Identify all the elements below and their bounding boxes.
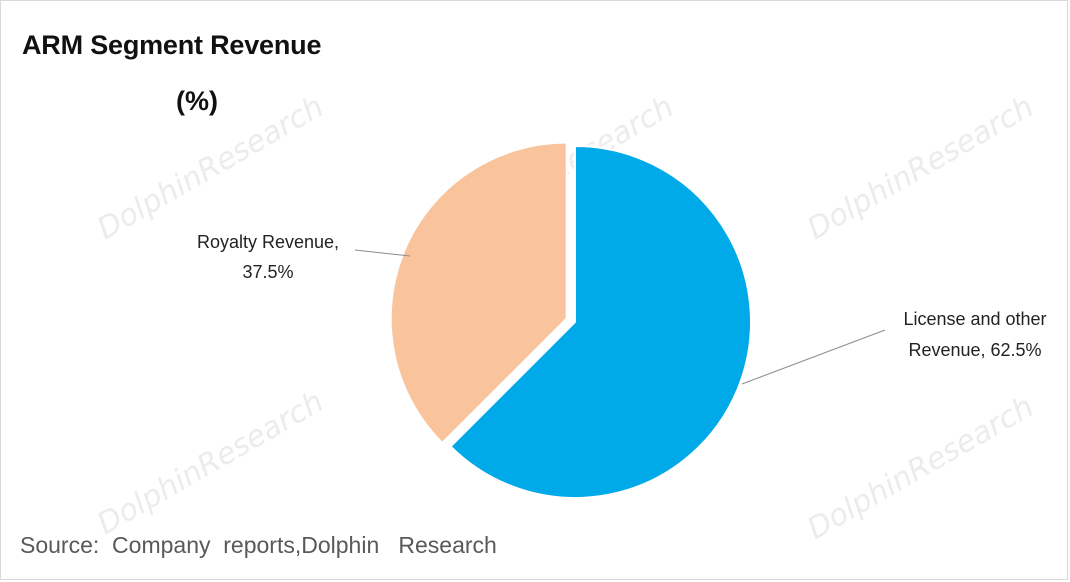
leader-line-royalty (354, 249, 411, 257)
pie-slice-royalty (389, 141, 568, 445)
watermark-text: DolphinResearch (802, 89, 1040, 247)
chart-title: ARM Segment Revenue (22, 30, 322, 60)
watermark-text: DolphinResearch (92, 384, 330, 542)
slice-label-royalty-line1: Royalty Revenue, (197, 232, 339, 252)
slice-label-royalty-line2: 37.5% (242, 262, 293, 282)
pie-slice-license (449, 144, 752, 499)
slice-label-license-line2: Revenue, 62.5% (908, 340, 1041, 360)
watermark-text: DolphinResearch (802, 389, 1040, 547)
watermark-text: DolphinResearch (92, 89, 330, 247)
leader-line-license (741, 329, 886, 385)
source-note: Source: Company reports,Dolphin Research (20, 532, 497, 558)
chart-subtitle: (%) (176, 86, 218, 116)
slice-label-license-line1: License and other (903, 309, 1046, 329)
